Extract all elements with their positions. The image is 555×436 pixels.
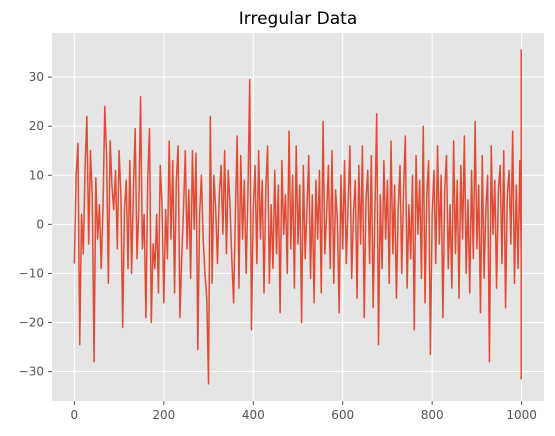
y-axis-ticks: −30 −20 −10 0 10 20 30	[19, 70, 52, 379]
x-axis-ticks: 0 200 400 600 800 1000	[71, 401, 537, 422]
chart-title: Irregular Data	[239, 9, 357, 29]
y-tick-label: −30	[19, 365, 44, 379]
x-tick-label: 800	[421, 408, 444, 422]
y-tick-label: 20	[29, 119, 44, 133]
x-tick-label: 1000	[506, 408, 537, 422]
y-tick-label: −10	[19, 266, 44, 280]
x-tick-label: 200	[152, 408, 175, 422]
x-tick-label: 400	[242, 408, 265, 422]
y-tick-label: 10	[29, 168, 44, 182]
series-layer	[73, 49, 522, 385]
x-tick-label: 0	[71, 408, 79, 422]
y-tick-label: −20	[19, 315, 44, 329]
y-tick-label: 0	[36, 217, 44, 231]
x-tick-label: 600	[331, 408, 354, 422]
series-line-0	[73, 49, 522, 385]
y-tick-label: 30	[29, 70, 44, 84]
